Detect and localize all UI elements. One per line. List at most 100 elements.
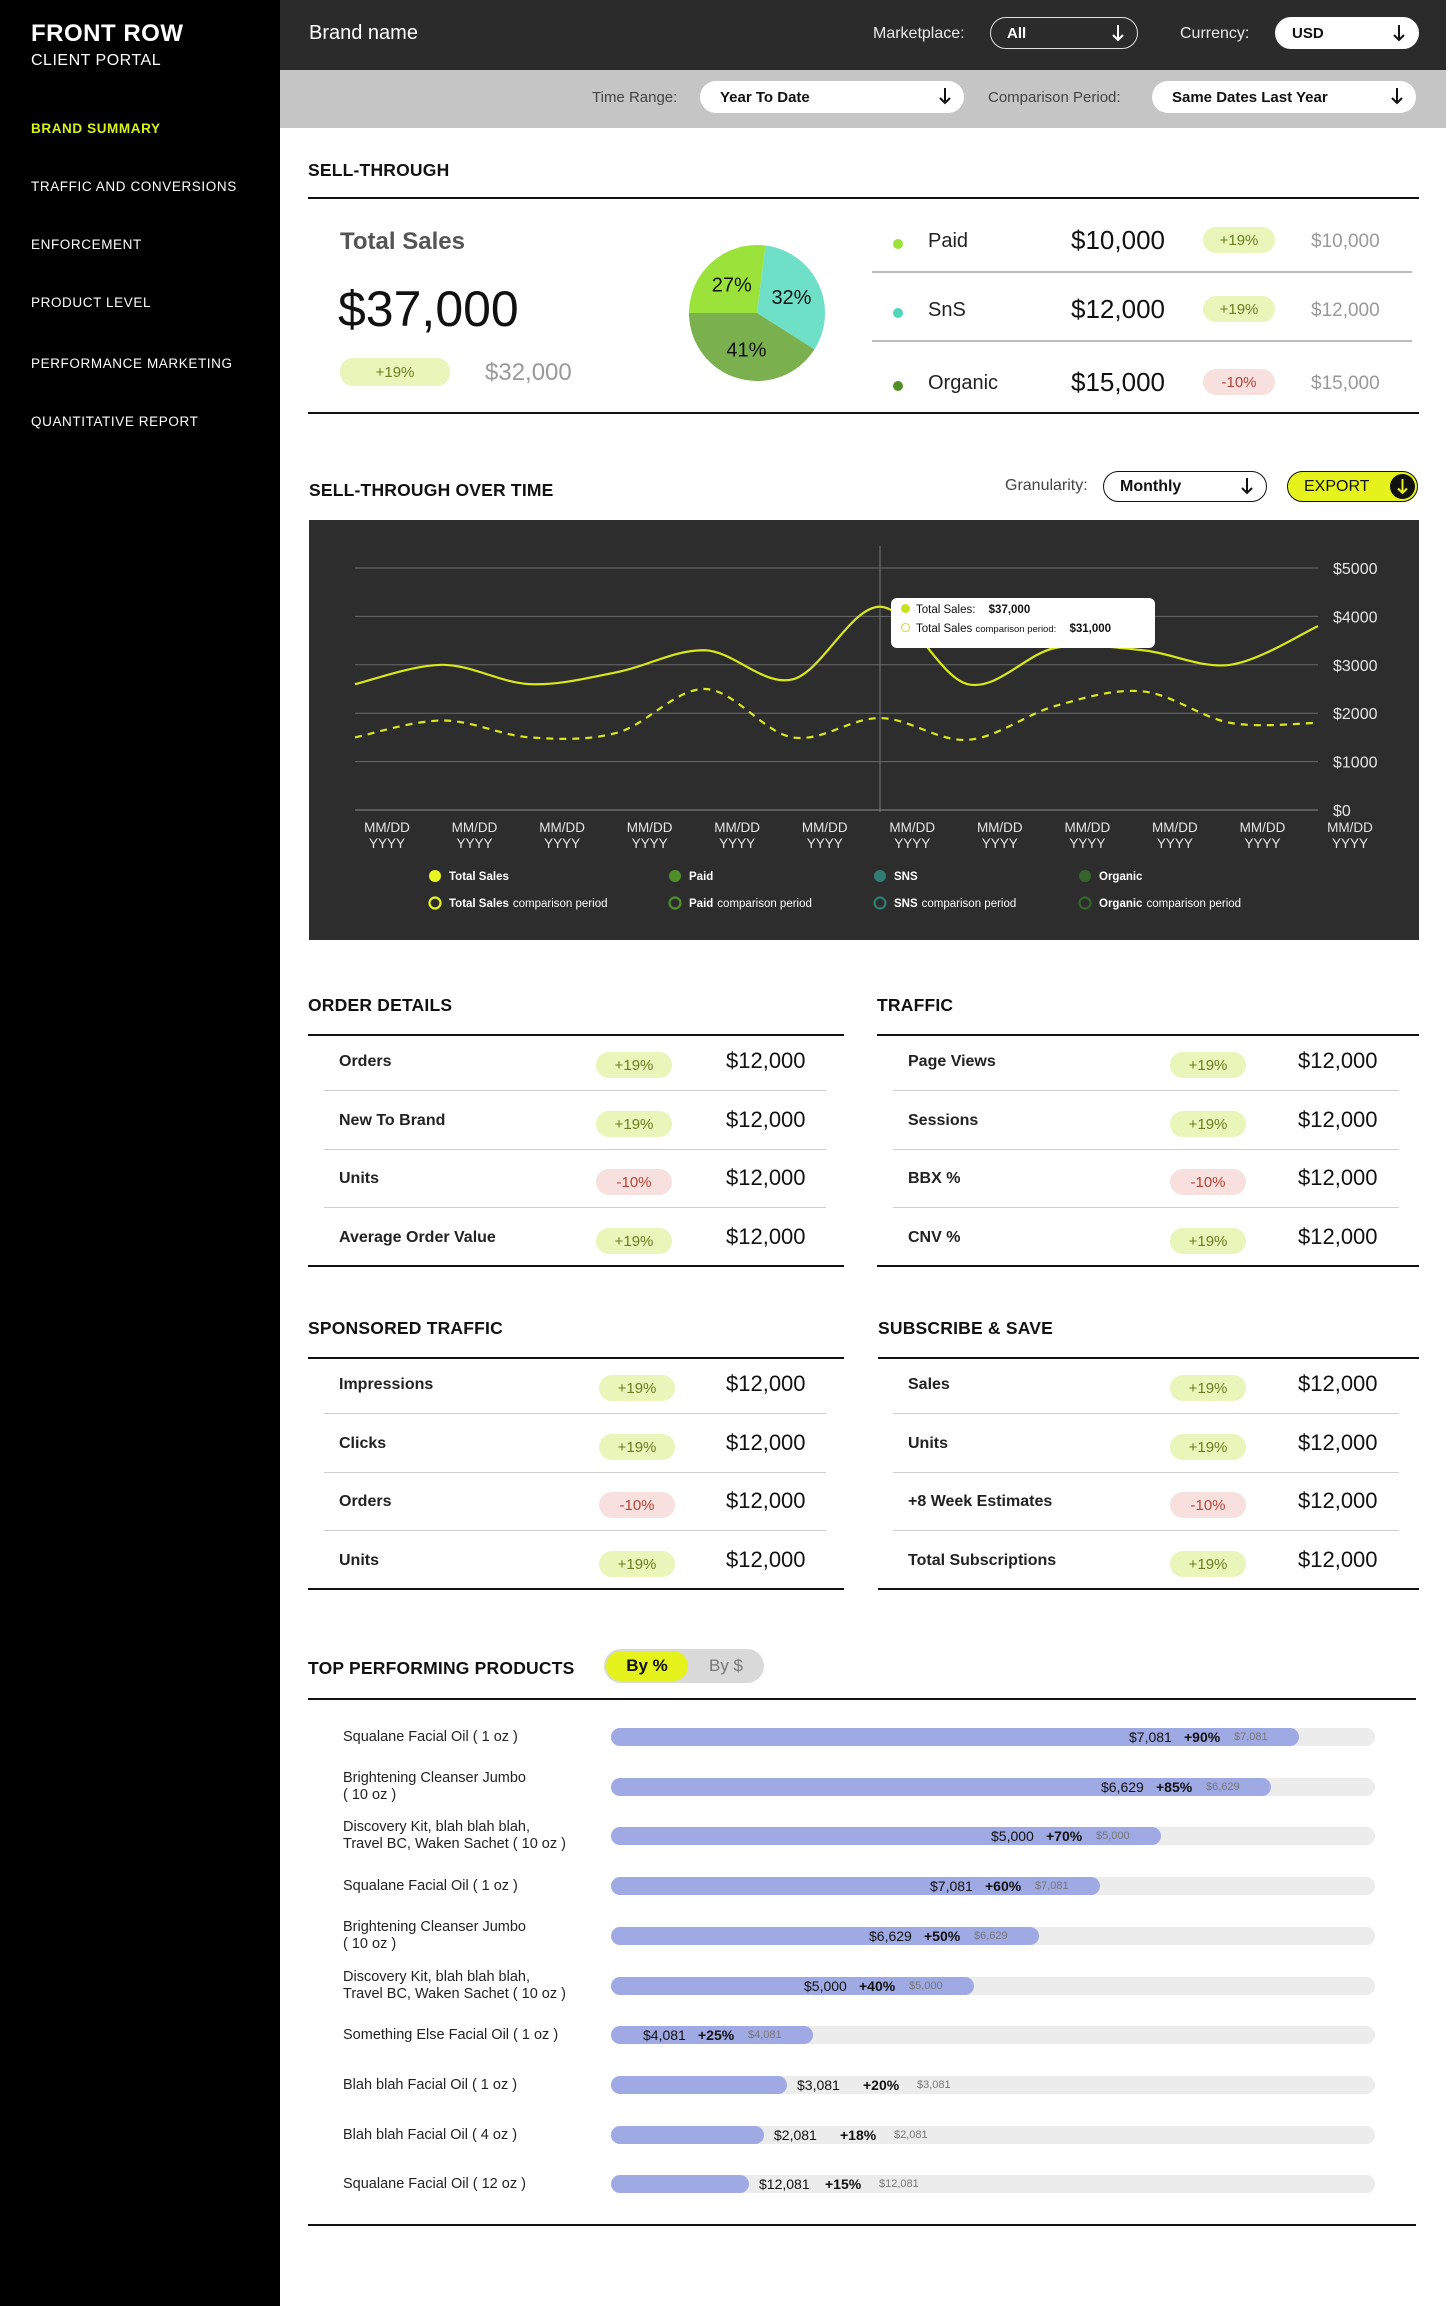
product-bar-track: $3,081 +20% $3,081 (611, 2075, 1375, 2094)
product-compare: $7,081 (1234, 1731, 1268, 1743)
sidebar-item-product-level[interactable]: PRODUCT LEVEL (31, 295, 152, 310)
sponsored-traffic-row-change-badge: +19% (599, 1550, 675, 1577)
legend-item-label: Total Sales comparison period (449, 898, 607, 910)
marketplace-label: Marketplace: (873, 25, 965, 42)
sidebar-item-quantitative-report[interactable]: QUANTITATIVE REPORT (31, 414, 199, 429)
product-name: Brightening Cleanser Jumbo( 10 oz ) (343, 1919, 526, 1953)
product-compare: $4,081 (748, 2029, 782, 2042)
legend-ring-icon (901, 623, 910, 632)
y-tick-label: $2000 (1333, 706, 1378, 723)
legend-series-name: Paid (689, 871, 713, 883)
channel-value: $10,000 (1071, 225, 1165, 255)
tooltip-line1-value: $37,000 (988, 604, 1031, 616)
product-bar-track: $4,081 +25% $4,081 (611, 2026, 1375, 2045)
sell-through-title: SELL-THROUGH (308, 160, 450, 180)
subscribe-save-row-value: $12,000 (1298, 1371, 1378, 1396)
order-details-row-label: Orders (339, 1053, 392, 1070)
legend-series-name: Organic (1099, 898, 1143, 910)
traffic-row-value: $12,000 (1298, 1223, 1378, 1249)
traffic-row-value: $12,000 (1298, 1106, 1378, 1132)
legend-ring-icon (668, 896, 682, 910)
traffic-row-change-badge: +19% (1170, 1110, 1246, 1137)
legend-series-suffix: comparison period (717, 898, 812, 910)
sponsored-traffic-row-value: $12,000 (726, 1546, 806, 1572)
product-percent: +90% (1184, 1729, 1221, 1745)
legend-series-name: Total Sales (449, 871, 509, 883)
legend-ring-icon (873, 896, 887, 910)
order-details-row-value: $12,000 (726, 1106, 806, 1132)
x-tick-label: YYYY (1069, 836, 1105, 851)
x-tick-label: MM/DD (1240, 820, 1286, 835)
subscribe-save-row-change-badge: +19% (1170, 1550, 1246, 1577)
divider (324, 1148, 826, 1150)
export-button[interactable]: EXPORT (1287, 471, 1418, 502)
sidebar-item-performance-marketing[interactable]: PERFORMANCE MARKETING (31, 356, 233, 371)
divider (893, 1413, 1399, 1414)
legend-series-name: Total Sales (449, 898, 509, 910)
product-name-line: Squalane Facial Oil ( 1 oz ) (343, 1878, 518, 1895)
sponsored-traffic-row-label: Clicks (339, 1434, 387, 1452)
subscribe-save-row-value: $12,000 (1298, 1546, 1378, 1572)
channel-dot-icon (893, 239, 903, 249)
legend-series-name: Paid (689, 898, 713, 910)
granularity-label: Granularity: (1005, 477, 1088, 494)
divider (872, 271, 1412, 273)
marketplace-select[interactable]: All (990, 17, 1138, 49)
subscribe-save-row-label: Total Subscriptions (908, 1551, 1057, 1569)
currency-select[interactable]: USD (1275, 17, 1419, 49)
time-range-select[interactable]: Year To Date (700, 81, 964, 113)
series-line-total-sales-comparison (354, 687, 1319, 741)
sidebar-item-traffic-and-conversions[interactable]: TRAFFIC AND CONVERSIONS (31, 179, 237, 194)
pie-slice-label: 41% (726, 340, 766, 362)
legend-ring-icon (1078, 896, 1092, 910)
x-tick-label: YYYY (632, 836, 668, 851)
legend-dot-icon (669, 870, 681, 882)
divider (877, 1034, 1419, 1036)
product-name: Squalane Facial Oil ( 1 oz ) (343, 1729, 518, 1746)
arrow-down-icon (939, 88, 951, 105)
sponsored-traffic-row-change-badge: -10% (599, 1492, 675, 1518)
order-details-row-label: New To Brand (339, 1111, 446, 1129)
product-percent: +40% (859, 1977, 896, 1994)
divider (324, 1471, 826, 1473)
toggle-by-percent[interactable]: By % (606, 1651, 688, 1681)
product-bar-fill (611, 2075, 787, 2094)
granularity-select[interactable]: Monthly (1103, 471, 1267, 502)
sponsored-traffic-row-change-badge: +19% (599, 1375, 675, 1401)
sidebar: FRONT ROW CLIENT PORTAL BRAND SUMMARY TR… (0, 0, 280, 2306)
pie-slice (689, 245, 766, 313)
currency-label: Currency: (1180, 25, 1250, 42)
product-name-line: ( 10 oz ) (343, 1786, 397, 1803)
total-sales-change-badge: +19% (340, 358, 450, 386)
sell-through-chart: $5000 $4000 $3000 $2000 $1000 $0 MM/DD YYYY MM/… (309, 520, 1419, 940)
divider (308, 412, 1419, 414)
x-tick-label: YYYY (457, 836, 493, 851)
sidebar-item-brand-summary[interactable]: BRAND SUMMARY (31, 121, 161, 136)
product-bar-track: $12,081 +15% $12,081 (611, 2175, 1375, 2194)
legend-series-suffix: comparison period (1146, 898, 1241, 910)
sales-pie-chart: 27% 32% 41% (689, 245, 825, 381)
product-bar-track: $2,081 +18% $2,081 (611, 2125, 1375, 2144)
granularity-value: Monthly (1120, 478, 1182, 495)
subscribe-save-row-change-badge: -10% (1170, 1492, 1246, 1518)
product-percent: +25% (698, 2027, 735, 2044)
toggle-by-dollar[interactable]: By $ (708, 1656, 744, 1675)
subscribe-save-title: SUBSCRIBE & SAVE (878, 1318, 1053, 1338)
divider (324, 1207, 826, 1208)
product-name: Discovery Kit, blah blah blah, Travel BC,… (343, 1819, 566, 1853)
product-bar-fill (611, 1877, 1100, 1896)
product-compare: $5,000 (909, 1979, 943, 1992)
order-details-row-label: Units (339, 1170, 379, 1187)
legend-series-name: SNS (894, 898, 918, 910)
channel-name: Paid (928, 230, 969, 252)
product-name: Squalane Facial Oil ( 12 oz ) (343, 2176, 526, 2193)
product-bar-track: $6,629 +50% $6,629 (611, 1926, 1375, 1945)
x-tick-label: MM/DD (627, 820, 673, 835)
comparison-period-select[interactable]: Same Dates Last Year (1152, 81, 1416, 113)
sidebar-item-enforcement[interactable]: ENFORCEMENT (31, 237, 142, 252)
divider (872, 340, 1412, 342)
x-tick-label: MM/DD (1152, 820, 1198, 835)
traffic-row-change-badge: +19% (1170, 1052, 1246, 1078)
order-details-row-change-badge: +19% (596, 1052, 672, 1078)
product-value: $2,081 (774, 2126, 817, 2143)
